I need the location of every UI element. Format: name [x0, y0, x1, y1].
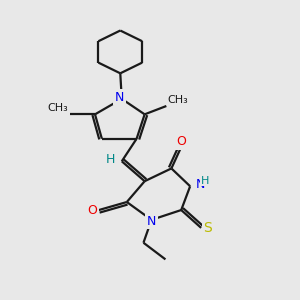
Text: N: N [115, 91, 124, 104]
Text: N: N [147, 215, 156, 228]
Text: S: S [203, 221, 212, 235]
Text: N: N [196, 178, 205, 191]
Text: O: O [87, 204, 97, 217]
Text: CH₃: CH₃ [47, 103, 68, 113]
Text: H: H [201, 176, 209, 186]
Text: O: O [176, 135, 186, 148]
Text: H: H [106, 153, 115, 166]
Text: CH₃: CH₃ [168, 94, 189, 104]
